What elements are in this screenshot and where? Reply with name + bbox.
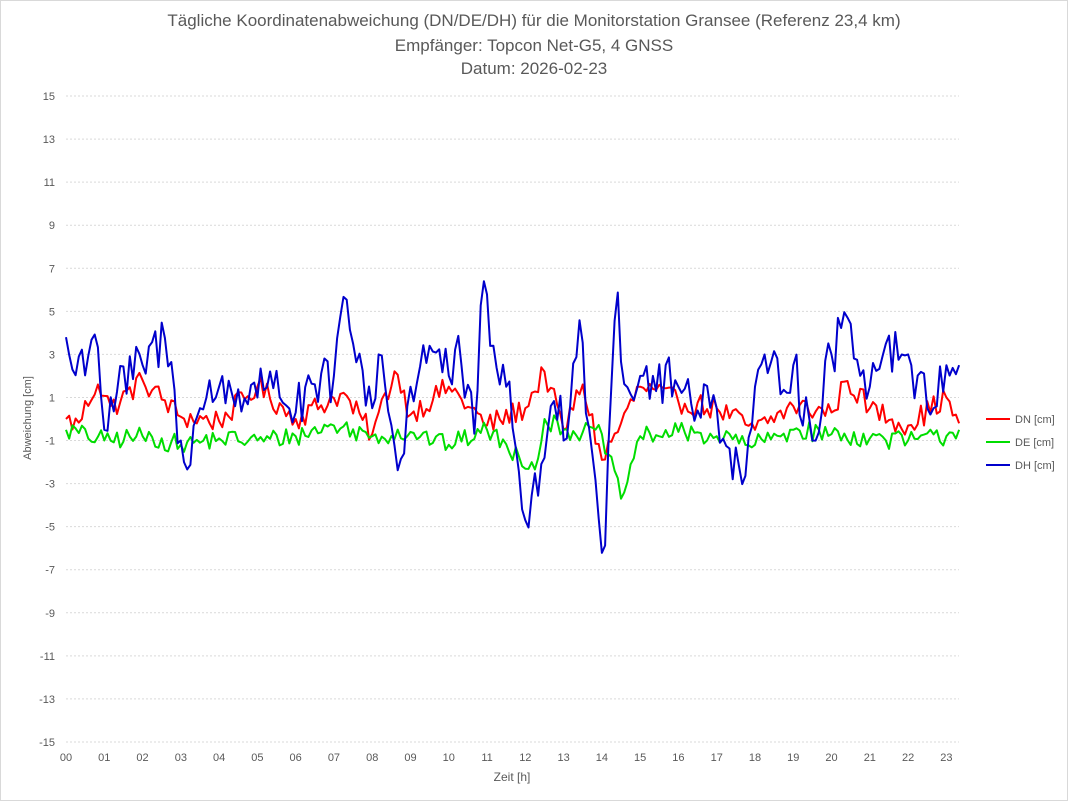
chart-subtitle: Empfänger: Topcon Net-G5, 4 GNSS <box>394 36 674 55</box>
x-tick-label: 03 <box>175 752 187 764</box>
x-tick-label: 08 <box>366 752 378 764</box>
y-tick-label: -15 <box>39 737 55 749</box>
series-line-dh <box>65 280 961 554</box>
x-tick-label: 19 <box>787 752 799 764</box>
x-tick-label: 11 <box>481 752 492 764</box>
x-tick-label: 06 <box>290 752 302 764</box>
x-tick-label: 00 <box>60 752 72 764</box>
y-tick-label: 13 <box>43 134 55 146</box>
x-tick-label: 05 <box>251 752 263 764</box>
series-line-dn <box>65 366 961 461</box>
x-tick-label: 14 <box>596 752 608 764</box>
x-tick-label: 15 <box>634 752 646 764</box>
y-tick-label: -9 <box>45 608 55 620</box>
y-tick-label: 7 <box>49 263 55 275</box>
y-tick-label: -11 <box>40 651 55 663</box>
x-tick-label: 12 <box>519 752 531 764</box>
x-axis-label: Zeit [h] <box>494 770 531 784</box>
x-tick-label: 02 <box>136 752 148 764</box>
x-tick-label: 22 <box>902 752 914 764</box>
x-tick-label: 20 <box>825 752 837 764</box>
y-tick-label: -7 <box>45 565 55 577</box>
x-tick-label: 01 <box>98 752 110 764</box>
series-layer <box>65 280 961 554</box>
y-tick-label: -5 <box>45 522 55 534</box>
x-tick-label: 18 <box>749 752 761 764</box>
legend: DN [cm] DE [cm] DH [cm] <box>986 414 1055 472</box>
legend-label: DE [cm] <box>1015 437 1054 449</box>
y-axis-label: Abweichung [cm] <box>22 376 34 460</box>
y-tick-label: 9 <box>49 220 55 232</box>
y-tick-label: 1 <box>49 392 55 404</box>
chart-date: Datum: 2026-02-23 <box>460 59 608 78</box>
x-tick-label: 10 <box>443 752 455 764</box>
x-tick-label: 16 <box>672 752 684 764</box>
x-tick-label: 13 <box>557 752 569 764</box>
x-tick-label: 21 <box>864 752 876 764</box>
y-tick-labels: 15 13 11 9 7 5 3 1 -1 -3 -5 -7 -9 -11 -13 -15 <box>39 91 55 749</box>
x-tick-label: 07 <box>328 752 340 764</box>
x-tick-label: 23 <box>940 752 952 764</box>
y-tick-label: -3 <box>45 479 55 491</box>
legend-label: DH [cm] <box>1015 460 1055 472</box>
legend-label: DN [cm] <box>1015 414 1055 426</box>
x-tick-labels: 00 01 02 03 04 05 06 07 08 09 10 11 12 13 14 15 16 17 18 19… <box>60 752 953 764</box>
y-tick-label: -1 <box>45 436 55 448</box>
x-tick-label: 04 <box>213 752 225 764</box>
y-tick-label: 3 <box>49 349 55 361</box>
chart-title: Tägliche Koordinatenabweichung (DN/DE/DH… <box>167 11 901 30</box>
y-tick-label: 11 <box>44 177 55 189</box>
y-tick-label: -13 <box>39 694 55 706</box>
y-tick-label: 5 <box>49 306 55 318</box>
y-tick-label: 15 <box>43 91 55 103</box>
x-tick-label: 17 <box>711 752 723 764</box>
x-tick-label: 09 <box>404 752 416 764</box>
